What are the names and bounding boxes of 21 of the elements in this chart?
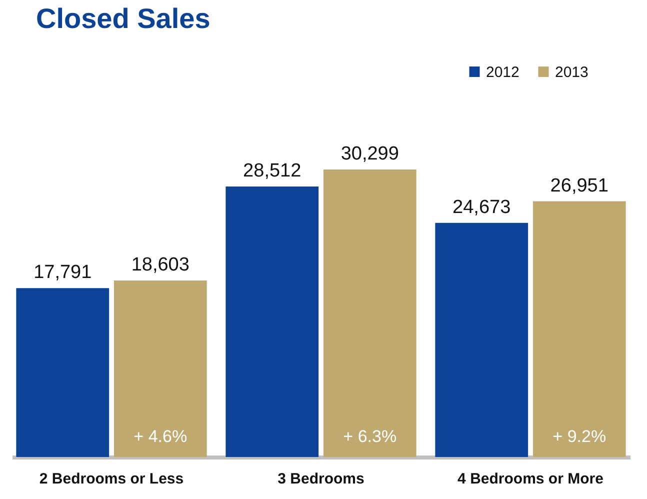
- legend-label: 2012: [486, 64, 520, 81]
- data-label: 17,791: [34, 262, 92, 284]
- x-tick-label: 4 Bedrooms or More: [458, 470, 604, 488]
- bar: [114, 280, 207, 457]
- bar: [532, 201, 626, 457]
- data-label: 28,512: [243, 160, 302, 182]
- bar: [226, 186, 319, 457]
- x-tick-label: 3 Bedrooms: [278, 470, 364, 488]
- annotation: + 6.3%: [343, 427, 397, 446]
- bar: [16, 288, 110, 457]
- annotation: + 4.6%: [134, 427, 188, 446]
- chart-title: Closed Sales: [36, 3, 210, 34]
- legend-label: 2013: [555, 64, 588, 81]
- bar: [435, 222, 528, 457]
- data-label: 18,603: [131, 254, 190, 276]
- data-label: 30,299: [340, 144, 399, 164]
- annotation: + 9.2%: [552, 427, 606, 446]
- data-label: 26,951: [550, 175, 608, 196]
- bar: [323, 170, 416, 457]
- data-label: 24,673: [452, 196, 511, 218]
- x-tick-label: 2 Bedrooms or Less: [39, 470, 184, 488]
